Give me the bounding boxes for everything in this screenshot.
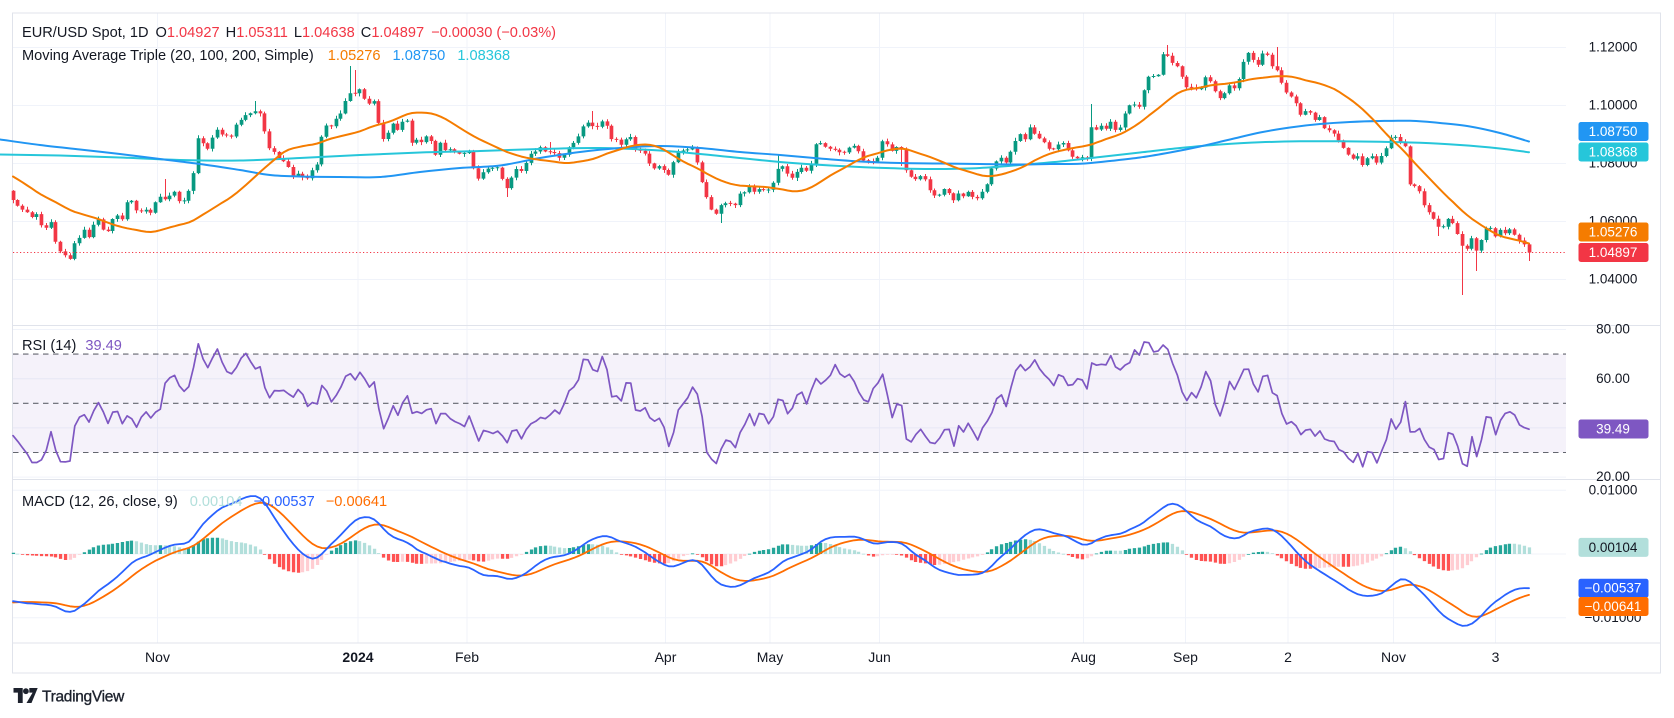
svg-text:1.08368: 1.08368 [1589,144,1638,159]
svg-text:3: 3 [1492,649,1500,665]
svg-text:May: May [757,649,783,665]
svg-text:1.10000: 1.10000 [1589,98,1638,113]
svg-text:1.05276: 1.05276 [1589,224,1638,239]
svg-text:60.00: 60.00 [1596,371,1630,386]
svg-text:Nov: Nov [1381,649,1406,665]
svg-text:Nov: Nov [145,649,170,665]
svg-text:20.00: 20.00 [1596,469,1630,484]
svg-text:−0.00537: −0.00537 [1585,581,1642,596]
svg-text:Jun: Jun [868,649,891,665]
svg-text:2: 2 [1284,649,1292,665]
svg-text:1.08750: 1.08750 [1589,124,1638,139]
svg-text:80.00: 80.00 [1596,322,1630,337]
svg-text:1.12000: 1.12000 [1589,40,1638,55]
svg-text:0.00104: 0.00104 [1589,540,1638,555]
svg-text:1.04897: 1.04897 [1589,245,1638,260]
svg-text:0.01000: 0.01000 [1589,482,1638,497]
svg-text:Apr: Apr [655,649,677,665]
svg-text:Aug: Aug [1071,649,1096,665]
svg-text:RSI (14)39.49: RSI (14) 39.49 [22,338,122,354]
svg-text:Moving Average Triple (20, 100: Moving Average Triple (20, 100, 200, Sim… [22,48,510,64]
svg-text:Feb: Feb [455,649,479,665]
svg-text:1.04000: 1.04000 [1589,272,1638,287]
svg-text:39.49: 39.49 [1596,421,1630,436]
svg-text:−0.00641: −0.00641 [1585,599,1642,614]
svg-text:2024: 2024 [342,649,373,665]
svg-text:Sep: Sep [1173,649,1198,665]
svg-text:TradingView: TradingView [42,689,125,706]
svg-text:MACD (12, 26, close, 9)0.00104: MACD (12, 26, close, 9) 0.00104 −0.00537 −0… [22,494,387,510]
